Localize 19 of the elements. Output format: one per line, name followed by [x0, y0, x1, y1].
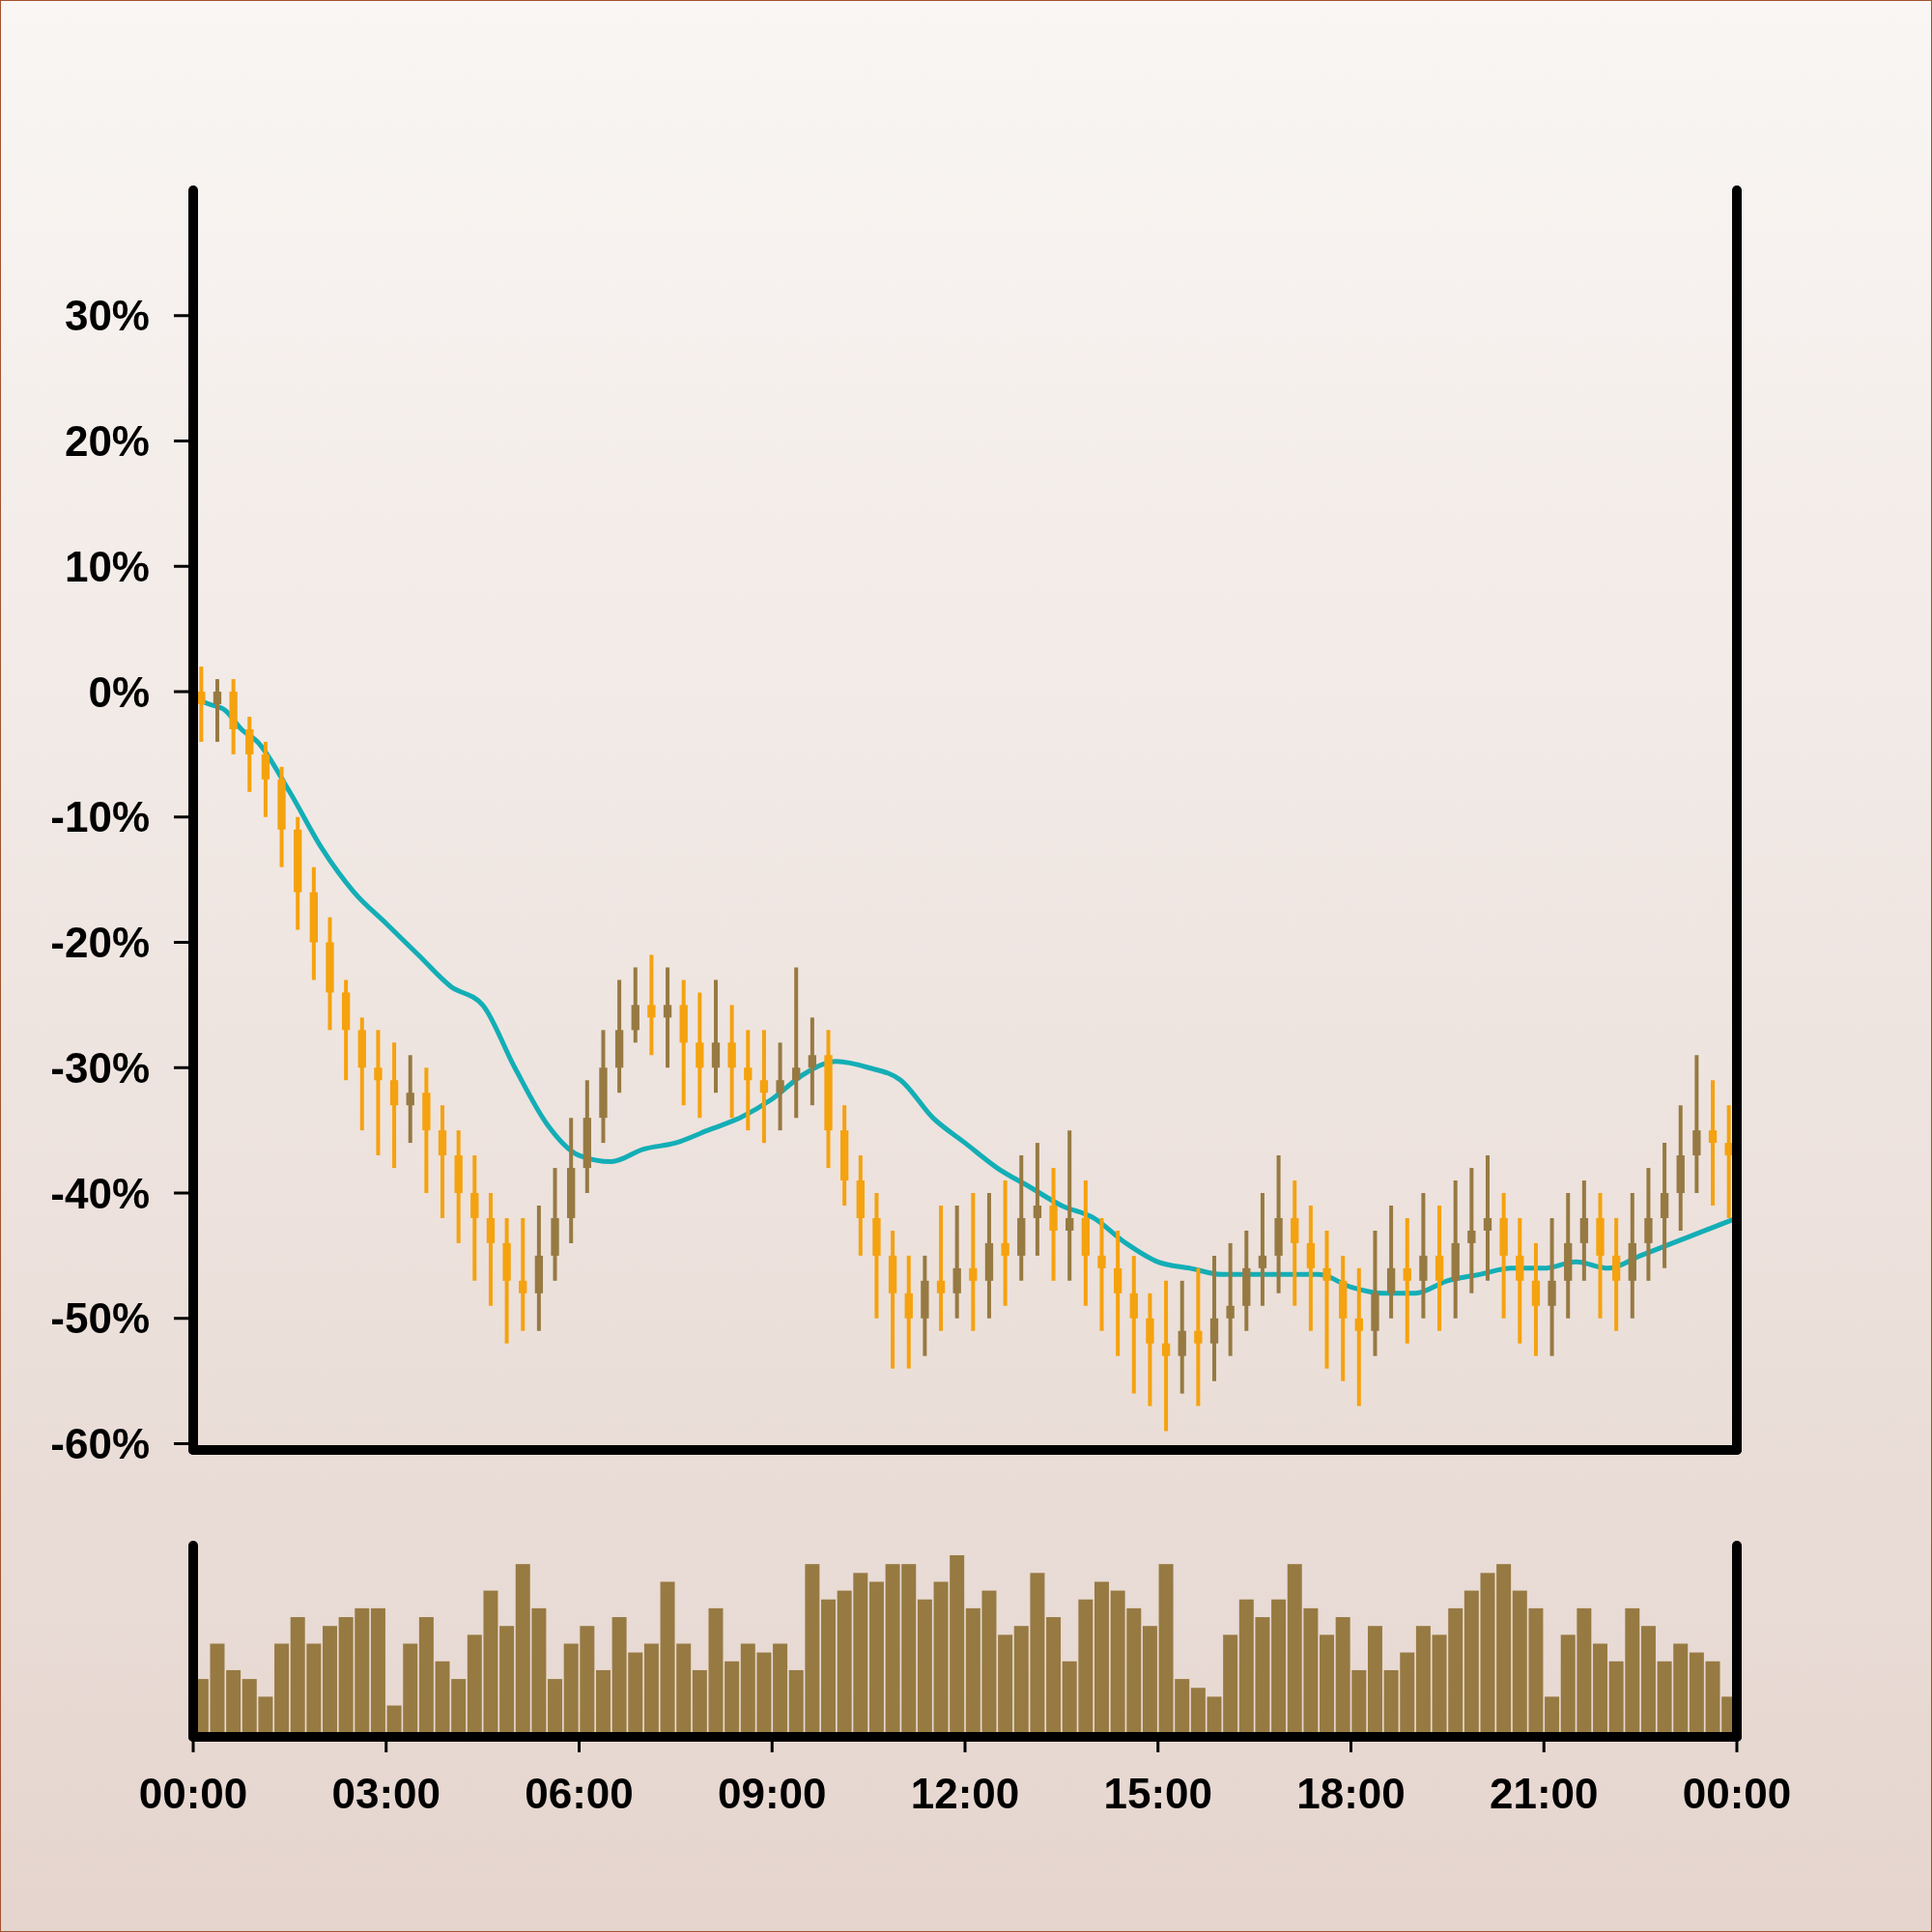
- x-tick-label: 21:00: [1489, 1769, 1599, 1817]
- y-tick-label: -20%: [50, 919, 150, 967]
- y-tick-label: -10%: [50, 793, 150, 841]
- x-tick-label: 15:00: [1103, 1769, 1213, 1817]
- x-tick-label: 00:00: [138, 1769, 248, 1817]
- y-tick-label: -40%: [50, 1169, 150, 1217]
- x-tick-label: 18:00: [1296, 1769, 1406, 1817]
- y-tick-label: -50%: [50, 1294, 150, 1343]
- y-tick-label: -30%: [50, 1043, 150, 1092]
- x-tick-label: 03:00: [331, 1769, 441, 1817]
- x-tick-label: 09:00: [717, 1769, 827, 1817]
- x-tick-label: 12:00: [910, 1769, 1020, 1817]
- x-tick-label: 00:00: [1682, 1769, 1792, 1817]
- y-tick-label: 30%: [64, 292, 150, 340]
- y-tick-label: 10%: [64, 542, 150, 590]
- y-tick-label: 0%: [88, 668, 150, 716]
- y-tick-label: -60%: [50, 1420, 150, 1468]
- x-tick-label: 06:00: [525, 1769, 634, 1817]
- y-tick-label: 20%: [64, 417, 150, 465]
